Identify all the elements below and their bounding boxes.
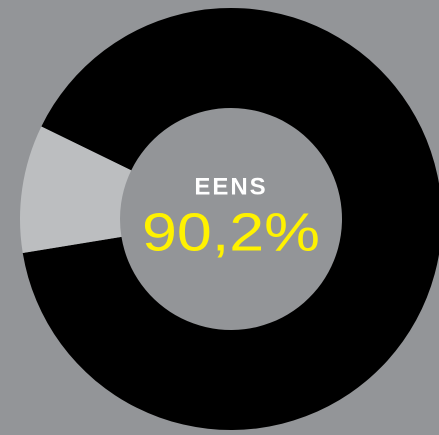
center-category: EENS <box>194 173 267 200</box>
donut-slice <box>20 126 132 254</box>
donut-slice <box>22 8 439 430</box>
center-value: 90,2% <box>142 202 320 262</box>
